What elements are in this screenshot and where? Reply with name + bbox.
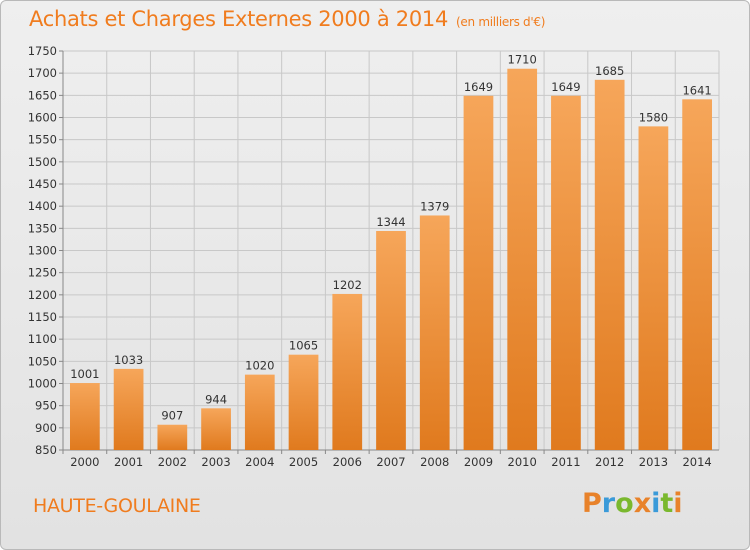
logo-letter: P [582,488,602,519]
data-label: 1202 [333,278,362,292]
y-tick-label: 1300 [28,244,57,258]
proxiti-logo: Proxiti [582,488,683,519]
bar-2004 [244,374,275,450]
y-tick-label: 950 [35,399,57,413]
x-tick-label: 2000 [70,455,99,469]
x-tick-label: 2003 [201,455,230,469]
x-tick-label: 2004 [245,455,274,469]
bar-2000 [69,383,100,450]
x-tick-label: 2008 [420,455,449,469]
y-tick-label: 1050 [28,354,57,368]
data-label: 1641 [682,83,711,97]
x-tick-labels: 2000 2001 2002 2003 2004 2005 2006 2007 2008 2009… [70,455,712,469]
logo-letter: t [660,488,674,519]
commune-name: HAUTE-GOULAINE [33,495,201,517]
data-label: 1344 [376,215,405,229]
x-tick-label: 2001 [114,455,143,469]
y-tick-label: 1150 [28,310,57,324]
bar-2013 [638,126,669,450]
y-tick-label: 1350 [28,221,57,235]
y-tick-label: 1450 [28,177,57,191]
data-labels: 1001 1033 907 944 1020 1065 1202 1344 1379 1649 17… [70,53,712,423]
data-label: 1710 [508,53,537,67]
bar-2003 [201,408,231,450]
data-label: 1020 [245,359,274,373]
bar-2011 [551,95,581,450]
bar-2006 [332,293,363,450]
bar-2002 [157,424,188,450]
logo-letter: o [615,488,634,519]
y-tick-label: 1550 [28,133,57,147]
y-tick-label: 1250 [28,266,57,280]
data-label: 1001 [70,367,99,381]
y-tick-label: 1100 [28,332,57,346]
x-tick-label: 2012 [595,455,624,469]
logo-letter: r [601,488,616,519]
x-tick-label: 2007 [376,455,405,469]
y-tick-label: 900 [35,421,57,435]
y-tick-label: 1600 [28,111,57,125]
chart-subtitle: (en milliers d'€) [456,15,546,29]
y-tick-label: 1500 [28,155,57,169]
x-tick-label: 2009 [464,455,493,469]
x-tick-label: 2005 [289,455,318,469]
data-label: 1065 [289,339,318,353]
x-tick-label: 2014 [682,455,711,469]
x-tick-label: 2011 [551,455,580,469]
bar-2007 [376,230,406,450]
data-label: 1685 [595,64,624,78]
x-tick-label: 2010 [508,455,537,469]
logo-letter: i [673,488,683,519]
y-tick-labels: 850 900 950 1000 1050 1100 1150 1200 1250 1300 135… [28,44,57,457]
bar-2005 [288,354,319,450]
data-label: 1649 [464,80,493,94]
x-tick-label: 2006 [333,455,362,469]
y-tick-label: 1700 [28,66,57,80]
chart-title-text: Achats et Charges Externes 2000 à 2014 [29,7,449,31]
y-tick-label: 850 [35,443,57,457]
data-label: 1649 [551,80,580,94]
logo-letter: x [633,488,652,519]
x-tick-label: 2013 [639,455,668,469]
data-label: 907 [161,409,183,423]
y-tick-label: 1400 [28,199,57,213]
bar-2010 [507,68,538,450]
bar-2008 [419,215,450,450]
y-tick-label: 1200 [28,288,57,302]
data-label: 1379 [420,199,449,213]
bar-2014 [682,99,713,450]
bar-2009 [463,95,494,450]
x-tick-label: 2002 [158,455,187,469]
bar-2012 [594,79,625,451]
bars [69,68,713,451]
data-label: 1033 [114,353,143,367]
data-label: 1580 [639,110,668,124]
y-tick-label: 1000 [28,377,57,391]
chart-title: Achats et Charges Externes 2000 à 2014 (e… [29,7,545,31]
bar-2001 [113,368,144,450]
y-tick-label: 1650 [28,88,57,102]
data-label: 944 [205,392,227,406]
y-tick-label: 1750 [28,44,57,58]
logo-letter: i [651,488,661,519]
